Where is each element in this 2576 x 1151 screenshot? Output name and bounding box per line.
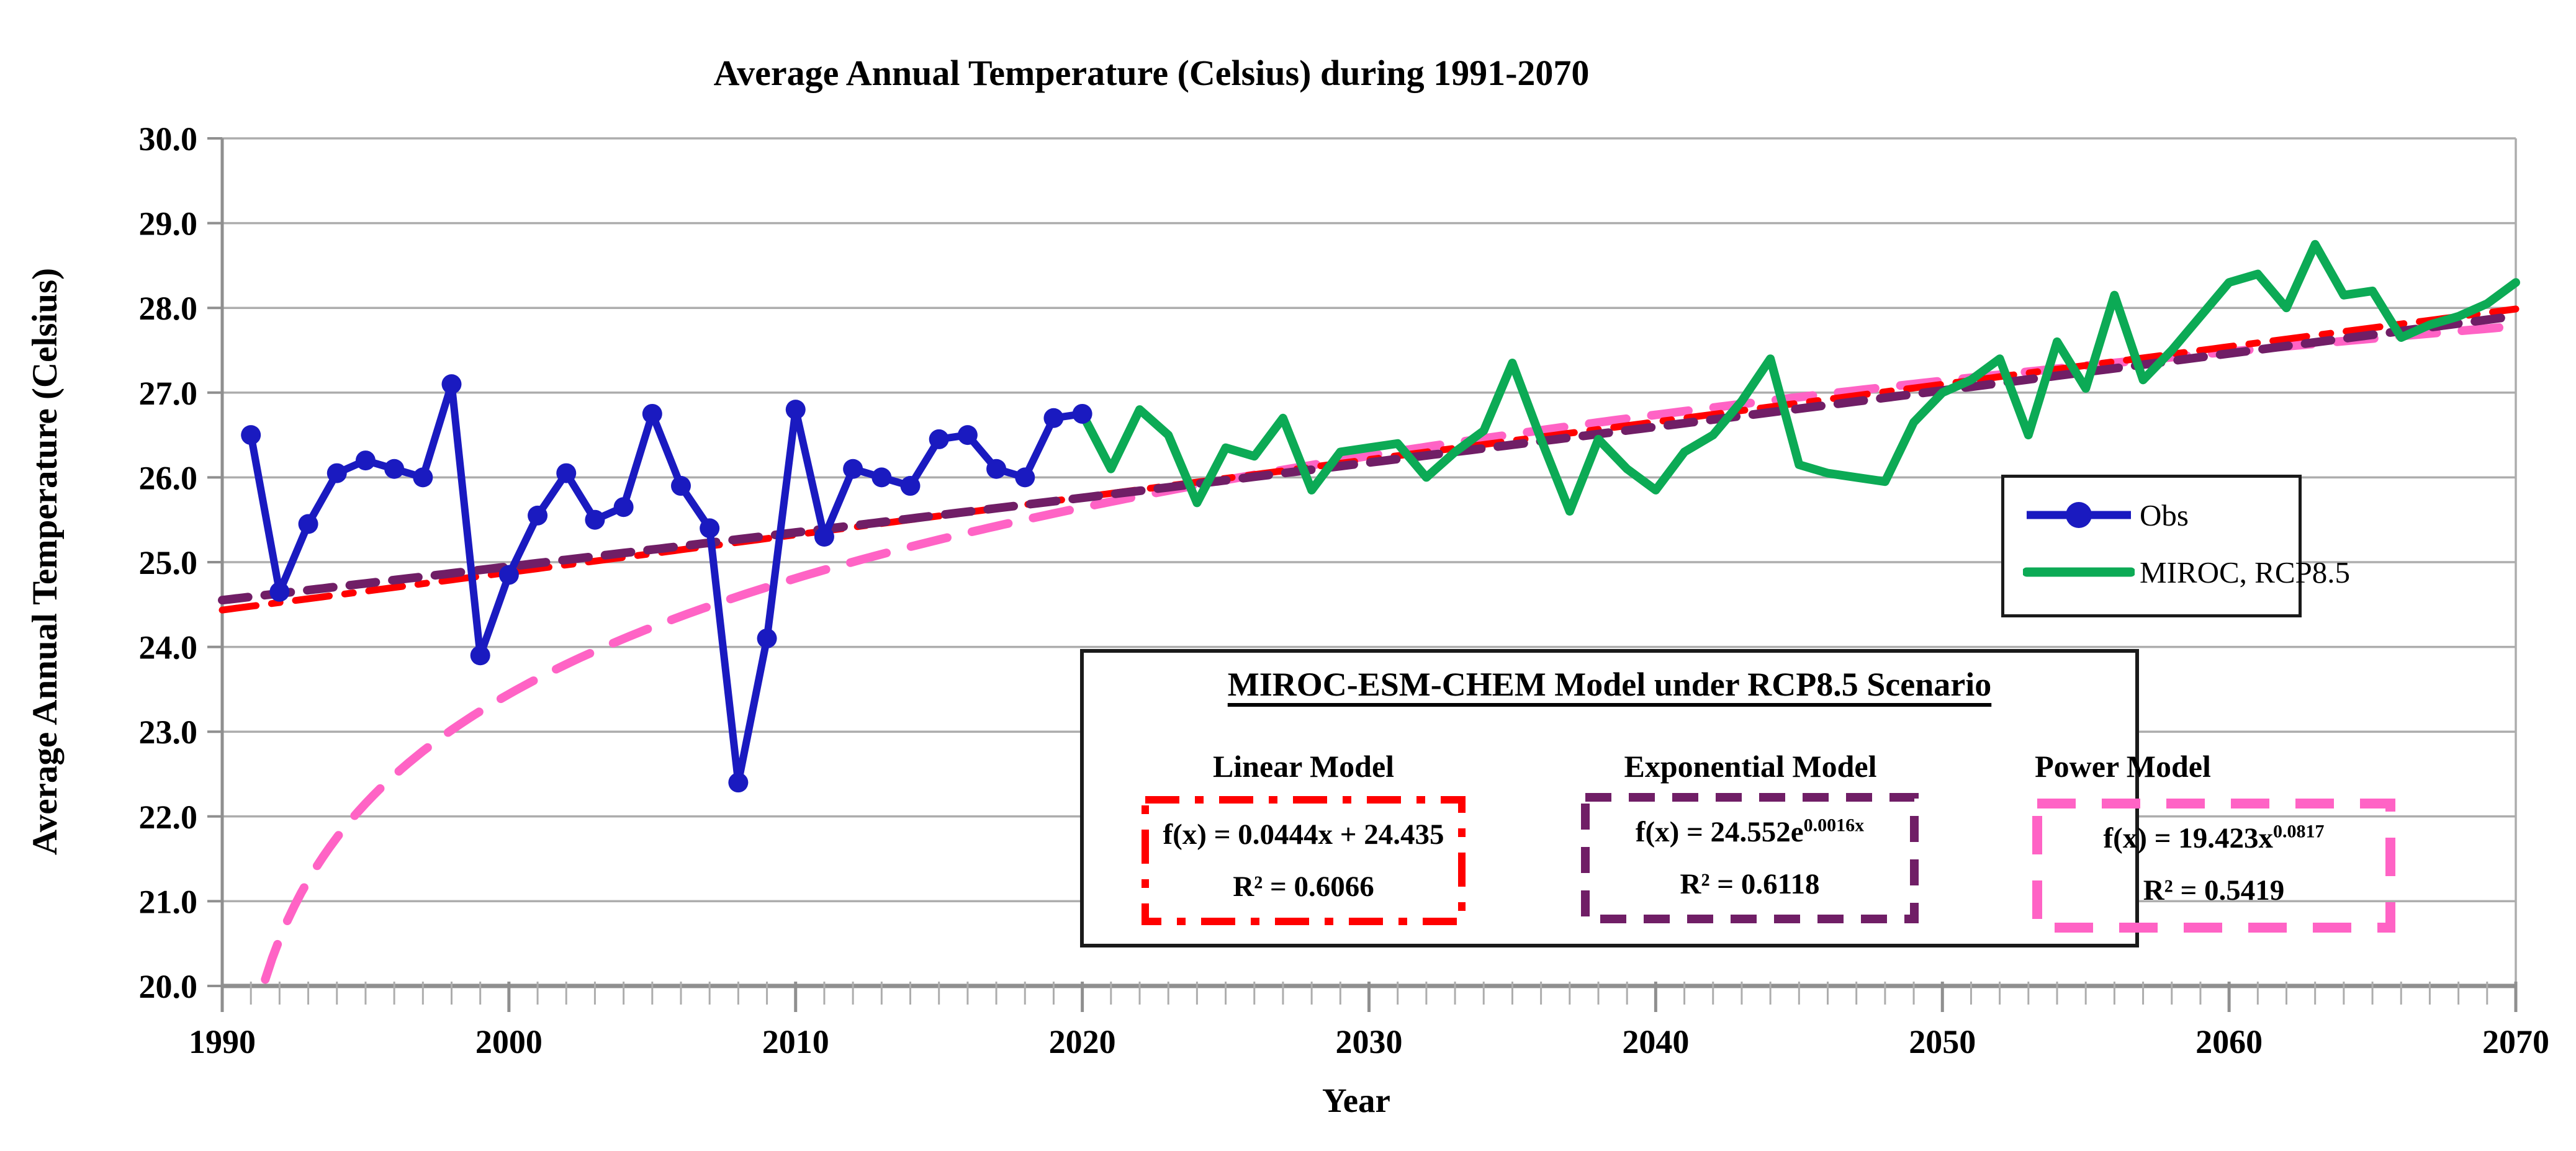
svg-text:2060: 2060 (2195, 1023, 2263, 1060)
linear-model-header: Linear Model (1212, 749, 1395, 784)
legend-label-obs: Obs (2140, 498, 2189, 532)
svg-text:2030: 2030 (1336, 1023, 1403, 1060)
legend: Obs MIROC, RCP8.5 (2001, 475, 2350, 617)
obs-line-marker-icon (2027, 502, 2131, 528)
svg-text:27.0: 27.0 (139, 375, 198, 412)
power-equation: f(x) = 19.423x0.0817 R² = 0.5419 (2103, 821, 2325, 907)
svg-text:21.0: 21.0 (139, 883, 198, 920)
svg-text:2070: 2070 (2482, 1023, 2549, 1060)
svg-text:30.0: 30.0 (139, 120, 198, 158)
svg-text:2040: 2040 (1622, 1023, 1689, 1060)
svg-text:29.0: 29.0 (139, 205, 198, 243)
svg-text:2000: 2000 (475, 1023, 543, 1060)
legend-item-miroc: MIROC, RCP8.5 (2023, 552, 2350, 592)
chart-title: Average Annual Temperature (Celsius) dur… (713, 53, 1590, 93)
svg-text:1990: 1990 (189, 1023, 256, 1060)
legend-label-miroc: MIROC, RCP8.5 (2140, 555, 2351, 589)
svg-text:22.0: 22.0 (139, 799, 198, 836)
svg-text:24.0: 24.0 (139, 629, 198, 666)
exponential-model-header: Exponential Model (1624, 749, 1877, 784)
y-axis-title: Average Annual Temperature (Celsius) (25, 267, 65, 856)
linear-equation: f(x) = 0.0444x + 24.435 R² = 0.6066 (1163, 818, 1444, 903)
x-axis-title: Year (1322, 1082, 1390, 1119)
svg-text:25.0: 25.0 (139, 544, 198, 581)
power-model-header: Power Model (2035, 749, 2211, 784)
svg-text:2010: 2010 (762, 1023, 829, 1060)
svg-text:23.0: 23.0 (139, 714, 198, 751)
exponential-equation: f(x) = 24.552e0.0016x R² = 0.6118 (1635, 815, 1865, 900)
model-box-title: MIROC-ESM-CHEM Model under RCP8.5 Scenar… (1227, 666, 1992, 703)
svg-text:2050: 2050 (1909, 1023, 1976, 1060)
legend-item-obs: Obs (2023, 495, 2189, 535)
svg-text:2020: 2020 (1049, 1023, 1116, 1060)
svg-text:26.0: 26.0 (139, 459, 198, 496)
miroc-line-icon (2023, 567, 2135, 577)
svg-text:28.0: 28.0 (139, 290, 198, 327)
svg-text:20.0: 20.0 (139, 968, 198, 1005)
